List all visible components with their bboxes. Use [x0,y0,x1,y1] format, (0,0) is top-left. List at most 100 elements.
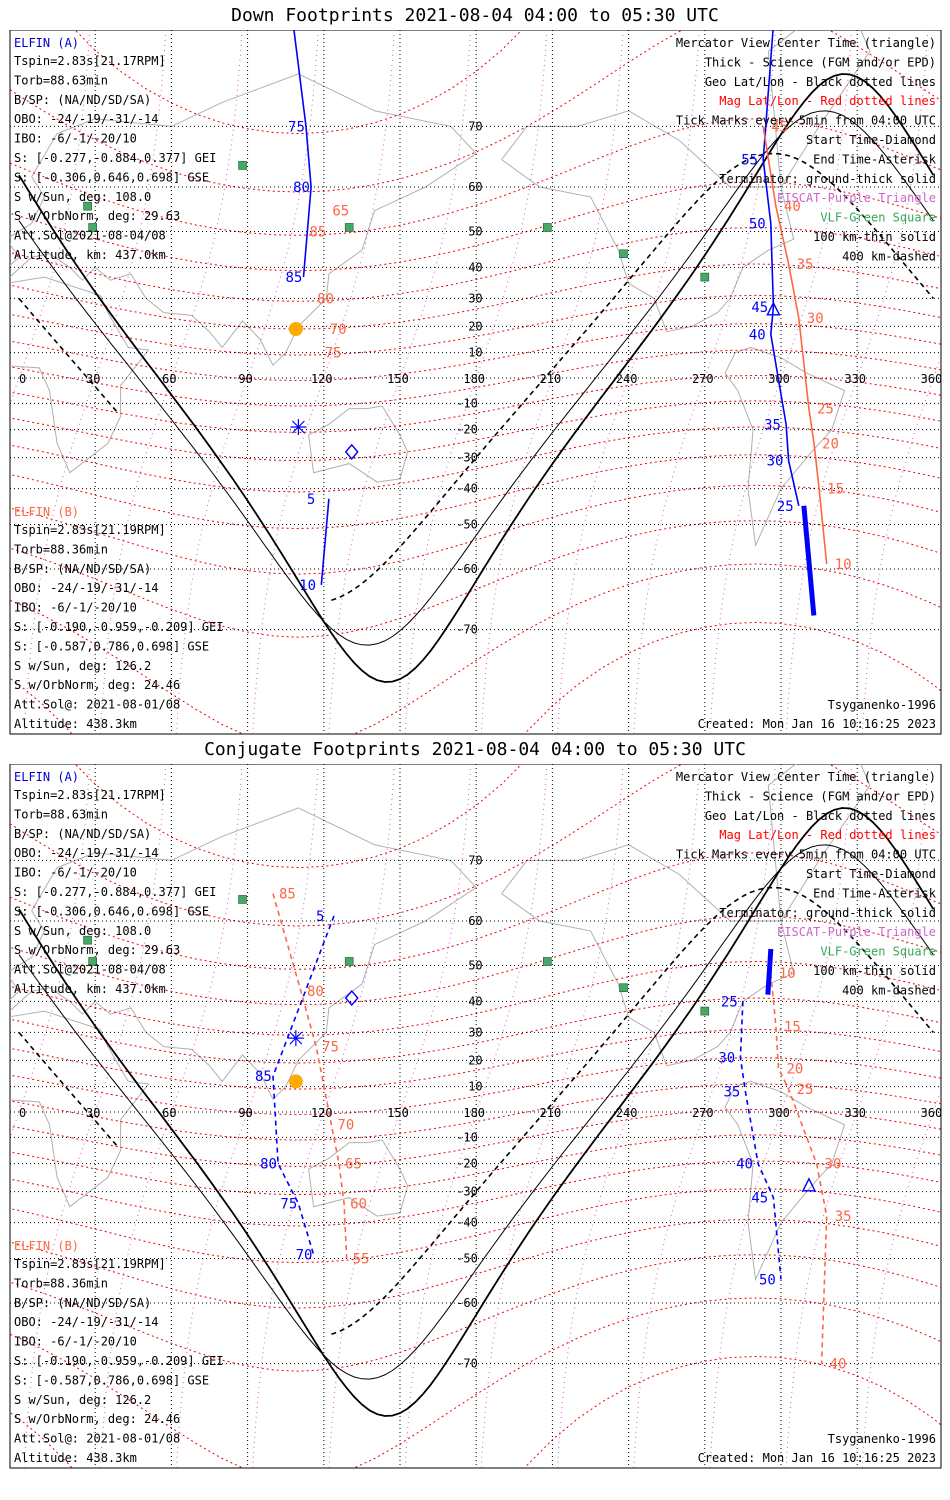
lat-tick-label: 40 [468,260,482,274]
elfin-a-tick-label: 80 [260,1157,277,1173]
sun-marker [288,1074,303,1089]
lon-tick-label: 150 [387,1106,409,1120]
elfin-b-info-line: IBO: -6/-1/-20/10 [14,1335,137,1349]
elfin-a-info-line: OBO: -24/-19/-31/-14 [14,846,159,860]
elfin-a-info-line: S w/OrbNorm, deg: 29.63 [14,943,180,957]
legend-entry: 100 km-thin solid [813,230,936,244]
elfin-a-tick-label: 35 [723,1085,740,1101]
elfin-a-tick-label: 10 [299,578,316,594]
lon-tick-label: 90 [238,372,252,386]
lat-tick-label: -20 [456,423,478,437]
lat-tick-label: -30 [456,1185,478,1199]
elfin-b-track-2 [770,973,828,1364]
elfin-a-tick-label: 85 [285,270,302,286]
down-footprints-map[interactable]: 70 60 50 40 30 20 10 -10 -20 -30 -40 -50 -60 -70 0 30 60… [0,30,950,735]
coastline [10,73,477,367]
elfin-a-track-2 [739,1001,782,1280]
conjugate-footprints-map[interactable]: 70 60 50 40 30 20 10 -10 -20 -30 -40 -50 -60 -70 0 30 60… [0,764,950,1469]
lon-tick-label: 60 [162,1106,176,1120]
elfin-b-info-line: Altitude: 438.3km [14,1451,137,1465]
elfin-a-info-line: Altitude, km: 437.0km [14,982,166,996]
lat-tick-label: 30 [468,1025,482,1039]
lat-tick-label: -30 [456,451,478,465]
elfin-b-info-line: S: [-0.587,0.786,0.698] GSE [14,639,209,653]
lon-tick-label: 30 [86,372,100,386]
map-frame [9,30,942,735]
elfin-b-tick-label: 40 [784,199,801,215]
lat-tick-label: 20 [468,319,482,333]
elfin-b-info-line: S w/Sun, deg: 126.2 [14,659,151,673]
coastline [724,346,846,548]
lat-tick-label: -50 [456,1252,478,1266]
lat-tick-label: 60 [468,914,482,928]
terminator-400km [18,1031,119,1148]
elfin-b-track [272,893,348,1259]
legend-entry: 400 km-dashed [842,983,936,997]
lat-tick-label: -10 [456,396,478,410]
elfin-b-info-line: S: [-0.190,-0.959,-0.209] GEI [14,1354,224,1368]
elfin-a-track [293,30,312,278]
vlf-square [700,1006,710,1016]
legend-entry: End Time-Asterisk [813,886,937,900]
elfin-b-info-line: B/SP: (NA/ND/SD/SA) [14,562,151,576]
elfin-a-tick-label: 70 [296,1248,313,1264]
vlf-square [83,935,92,945]
mag-lat-line [74,764,523,869]
lon-tick-label: 330 [844,1106,866,1120]
legend-entry: EISCAT-Purple Triangle [777,925,936,939]
elfin-b-tick-label: 20 [786,1061,803,1077]
end-asterisk [291,420,305,434]
lat-tick-label: -40 [456,1216,478,1230]
elfin-b-tick-label: 85 [279,887,296,903]
legend-entry: Geo Lat/Lon - Black dotted lines [705,809,936,823]
lon-tick-label: 60 [162,372,176,386]
lon-tick-label: 180 [463,1106,485,1120]
vlf-square [619,983,628,993]
mag-lat-line [74,30,523,135]
lon-tick-label: 240 [616,372,638,386]
elfin-a-tick-label: 5 [316,909,324,925]
lat-tick-label: -60 [456,562,478,576]
legend-entry: 400 km-dashed [842,249,936,263]
coastline [308,405,409,483]
legend-entry: Mercator View Center Time (triangle) [676,36,936,50]
elfin-a-tick-label: 55 [741,153,758,169]
legend-entry: VLF-Green Square [820,211,936,225]
elfin-b-info-line: Torb=88.36min [14,542,108,556]
vlf-square [88,223,97,232]
legend-entry: Terminator: ground-thick solid [719,172,936,186]
elfin-a-tick-label: 75 [280,1197,297,1213]
elfin-b-info-line: S w/OrbNorm, deg: 24.46 [14,1412,180,1426]
elfin-a-tick-label: 40 [749,327,766,343]
elfin-b-tick-label: 20 [822,436,839,452]
elfin-a-tick-label: 80 [293,180,310,196]
legend-entry: Tick Marks every 5min from 04:00 UTC [676,114,936,128]
elfin-b-header: ELFIN (B) [14,505,79,519]
view-center-triangle [766,301,781,316]
elfin-b-info-line: OBO: -24/-19/-31/-14 [14,581,159,595]
elfin-b-tick-label: 15 [827,482,844,498]
elfin-b-info-line: Altitude: 438.3km [14,717,137,731]
elfin-b-info-line: S: [-0.190,-0.959,-0.209] GEI [14,620,224,634]
panel-title-down: Down Footprints 2021-08-04 04:00 to 05:3… [231,5,719,26]
elfin-a-header: ELFIN (A) [14,36,79,50]
legend-entry: VLF-Green Square [820,945,936,959]
elfin-a-info-line: B/SP: (NA/ND/SD/SA) [14,827,151,841]
elfin-a-info-line: B/SP: (NA/ND/SD/SA) [14,93,151,107]
elfin-a-header: ELFIN (A) [14,770,79,784]
elfin-b-tick-label: 75 [325,346,342,362]
elfin-b-tick-label: 60 [350,1197,367,1213]
elfin-b-tick-label: 65 [332,204,349,220]
lat-tick-label: -10 [456,1130,478,1144]
legend-entry: Thick - Science (FGM and/or EPD) [705,55,936,69]
sun-marker [288,322,303,337]
map-frame [9,764,942,1469]
lon-tick-label: 120 [311,372,333,386]
elfin-b-info-line: Att.Sol@: 2021-08-01/08 [14,698,180,712]
elfin-b-tick-label: 25 [797,1082,814,1098]
elfin-b-tick-label: 35 [797,257,814,273]
elfin-a-info-line: S w/Sun, deg: 108.0 [14,924,151,938]
coastline [724,1080,846,1282]
lat-tick-label: -60 [456,1296,478,1310]
vlf-square [344,223,354,232]
